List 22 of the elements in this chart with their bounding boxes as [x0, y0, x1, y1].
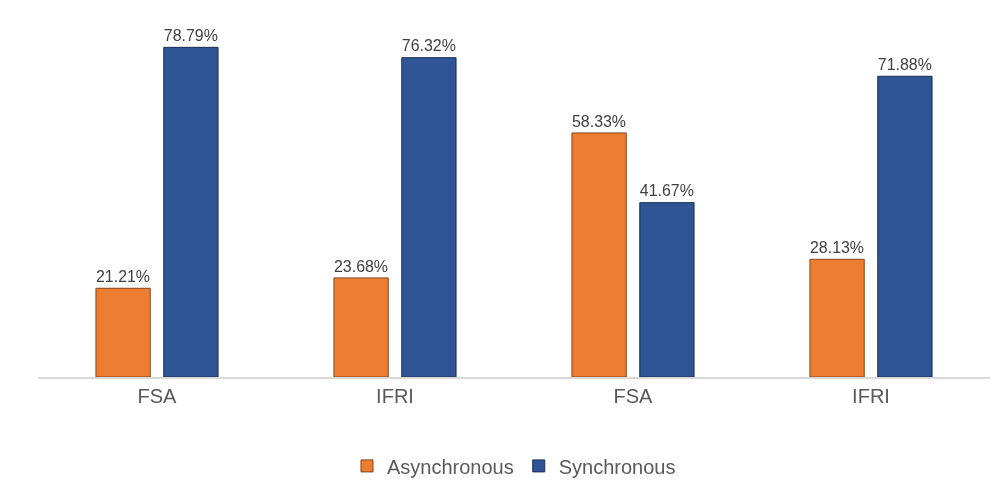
- bar: [401, 57, 457, 377]
- data-label: 78.79%: [163, 27, 218, 45]
- bar: [333, 277, 389, 377]
- x-tick-label: IFRI: [852, 385, 890, 407]
- bar: [571, 132, 627, 377]
- data-label: 41.67%: [639, 182, 694, 200]
- data-label: 28.13%: [809, 239, 865, 257]
- x-tick-label: IFRI: [376, 385, 414, 407]
- data-label: 71.88%: [877, 56, 932, 74]
- legend-label: Synchronous: [558, 455, 676, 478]
- x-tick-label: FSA: [137, 385, 178, 407]
- legend-label: Asynchronous: [387, 455, 514, 478]
- bar: [809, 258, 865, 377]
- bar: [877, 75, 933, 377]
- data-label: 58.33%: [571, 112, 627, 130]
- data-label: 76.32%: [401, 37, 456, 55]
- bar: [95, 287, 151, 377]
- data-label: 23.68%: [333, 257, 389, 275]
- bar: [163, 46, 219, 377]
- x-tick-label: FSA: [613, 385, 654, 407]
- bar: [639, 202, 695, 377]
- data-label: 21.21%: [95, 268, 151, 286]
